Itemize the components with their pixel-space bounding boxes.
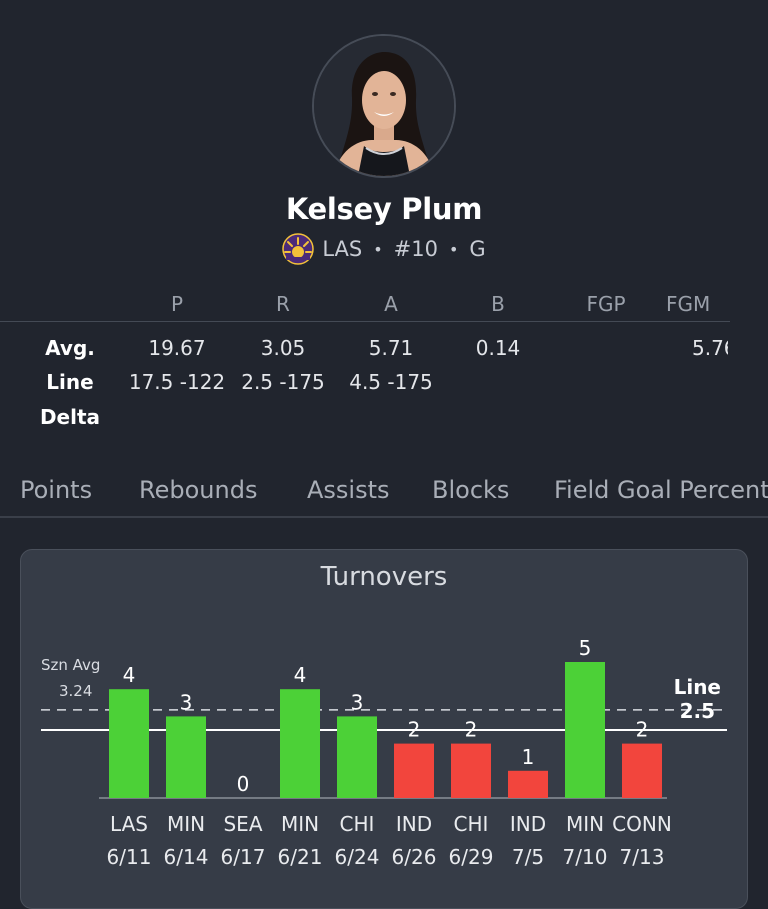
tick-label-opponent: IND [396,812,432,836]
tab-field-goal-percentage[interactable]: Field Goal Percentage [554,476,768,504]
stat-header-fgp: FGP [586,292,626,316]
bar [622,743,662,798]
player-position: G [469,237,486,261]
tick-label-opponent: CONN [612,812,672,836]
tick-label-date: 7/10 [563,845,608,869]
tick-label-opponent: CHI [454,812,489,836]
stat-header-fgm: FGM [666,292,711,316]
tick-label-opponent: IND [510,812,546,836]
tick-label-opponent: MIN [566,812,604,836]
tick-label-opponent: MIN [281,812,319,836]
bar [565,662,605,798]
tab-blocks[interactable]: Blocks [432,476,510,504]
tick-label-date: 6/11 [107,845,152,869]
bar [280,689,320,798]
team-logo-icon [282,233,315,265]
line-points: 17.5 -122 [128,370,226,394]
tab-points[interactable]: Points [20,476,93,504]
line-value: 2.5 [680,699,715,723]
meta-separator: • [448,239,459,259]
stat-header-a: A [384,292,398,316]
team-abbr: LAS [322,237,363,261]
turnovers-chart-card: Turnovers 4 LAS 6/11 3 MIN 6/14 0 SEA 6/17 4 MIN 6/… [20,549,748,909]
player-avatar [312,34,456,178]
bar [166,716,206,798]
meta-separator: • [373,239,383,259]
turnovers-chart: 4 LAS 6/11 3 MIN 6/14 0 SEA 6/17 4 MIN 6/21 3 CHI 6/24… [41,636,727,869]
player-meta: LAS • #10 • G [0,233,768,265]
avg-points: 19.67 [148,336,206,360]
season-avg-label: Szn Avg [41,656,100,674]
line-assists: 4.5 -175 [349,370,433,394]
player-name: Kelsey Plum [285,192,483,226]
stat-tabs: Points Rebounds Assists Blocks Field Goa… [0,468,768,516]
tick-label-date: 6/24 [335,845,380,869]
jersey-number: #10 [393,237,438,261]
chart-title: Turnovers [320,562,448,592]
stats-divider [0,321,730,322]
line-label: Line [674,675,721,699]
row-label-line: Line [46,370,94,394]
bar [394,743,434,798]
avg-rebounds: 3.05 [260,336,306,360]
tick-label-date: 6/21 [278,845,323,869]
stat-header-b: B [491,292,505,316]
tab-rebounds[interactable]: Rebounds [139,476,258,504]
tick-label-date: 6/26 [392,845,437,869]
data-label: 5 [579,636,592,660]
tab-assists[interactable]: Assists [307,476,390,504]
tick-label-date: 6/14 [164,845,209,869]
data-label: 2 [636,718,649,742]
data-label: 2 [408,718,421,742]
bar [451,743,491,798]
data-label: 0 [237,772,250,796]
data-label: 4 [294,663,307,687]
data-label: 2 [465,718,478,742]
tick-label-opponent: MIN [167,812,205,836]
row-label-avg: Avg. [45,336,95,360]
tick-label-date: 6/17 [221,845,266,869]
tick-label-date: 6/29 [449,845,494,869]
stat-header-p: P [170,292,184,316]
tick-label-opponent: SEA [223,812,262,836]
avg-blocks: 0.14 [475,336,521,360]
bar [109,689,149,798]
bar [337,716,377,798]
tabs-divider [0,516,768,518]
tick-label-opponent: LAS [110,812,148,836]
tick-label-date: 7/5 [512,845,544,869]
line-rebounds: 2.5 -175 [241,370,325,394]
data-label: 4 [123,663,136,687]
data-label: 1 [522,745,535,769]
avg-assists: 5.71 [368,336,414,360]
tick-label-date: 7/13 [620,845,665,869]
player-photo [314,36,454,176]
data-label: 3 [180,690,193,714]
avg-fgm: 5.76 [692,336,728,360]
season-avg-value: 3.24 [59,682,92,700]
data-label: 3 [351,690,364,714]
bar [508,770,548,798]
row-label-delta: Delta [39,405,101,429]
tick-label-opponent: CHI [340,812,375,836]
stat-header-r: R [276,292,290,316]
